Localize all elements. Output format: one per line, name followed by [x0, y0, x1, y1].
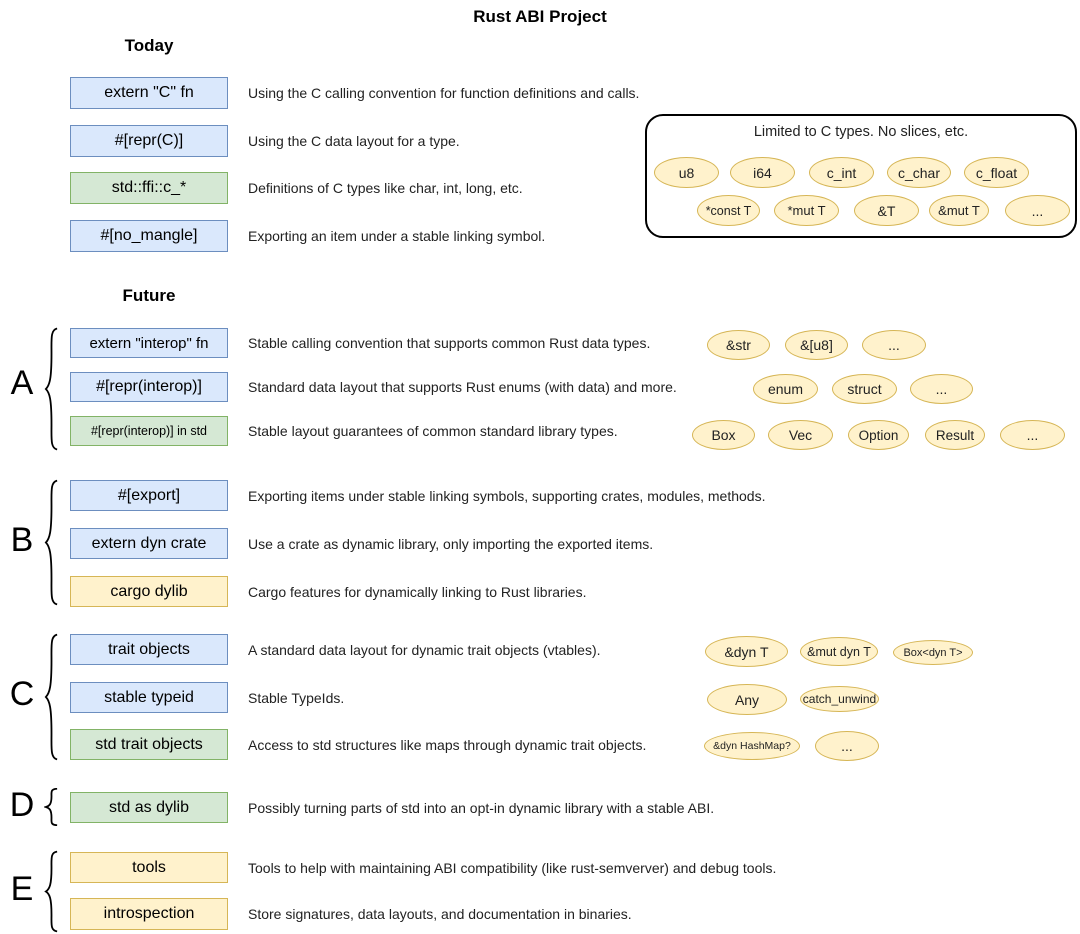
- future-box-stable-typeid: stable typeid: [70, 682, 228, 713]
- future-heading: Future: [122, 286, 176, 305]
- today-desc-no-mangle: Exporting an item under a stable linking…: [248, 228, 546, 244]
- type-ellipse-c-int: c_int: [809, 157, 874, 188]
- type-ellipse-ref: &T: [854, 195, 919, 226]
- group-c-label: C: [9, 675, 35, 713]
- future-desc-introspection: Store signatures, data layouts, and docu…: [248, 906, 632, 922]
- today-box-no-mangle: #[no_mangle]: [70, 220, 228, 252]
- group-e-label: E: [10, 870, 34, 908]
- group-b-label: B: [10, 521, 34, 559]
- future-desc-export: Exporting items under stable linking sym…: [248, 487, 766, 504]
- group-e-brace-icon: [44, 850, 59, 933]
- type-ellipse-str-ref: &str: [707, 330, 770, 360]
- future-desc-extern-interop-fn: Stable calling convention that supports …: [248, 335, 651, 351]
- type-ellipse-u8: u8: [654, 157, 719, 188]
- type-ellipse-struct: struct: [832, 374, 897, 404]
- future-box-extern-interop-fn: extern "interop" fn: [70, 328, 228, 358]
- type-ellipse-box-dyn: Box<dyn T>: [893, 640, 973, 665]
- type-ellipse-mut-dyn-ref: &mut dyn T: [800, 637, 878, 666]
- type-ellipse-more: ...: [862, 330, 926, 360]
- future-desc-std-as-dylib: Possibly turning parts of std into an op…: [248, 799, 715, 816]
- today-box-extern-c-fn: extern "C" fn: [70, 77, 228, 109]
- future-box-export: #[export]: [70, 480, 228, 511]
- c-types-callout-title: Limited to C types. No slices, etc.: [753, 124, 969, 140]
- future-box-std-as-dylib: std as dylib: [70, 792, 228, 823]
- today-desc-repr-c: Using the C data layout for a type.: [248, 133, 460, 149]
- future-box-cargo-dylib: cargo dylib: [70, 576, 228, 607]
- c-types-callout: Limited to C types. No slices, etc. u8 i…: [645, 114, 1077, 238]
- future-desc-repr-interop: Standard data layout that supports Rust …: [248, 379, 677, 395]
- type-ellipse-more: ...: [1005, 195, 1070, 226]
- type-ellipse-enum: enum: [753, 374, 818, 404]
- group-c-brace-icon: [44, 632, 59, 762]
- today-box-std-ffi: std::ffi::c_*: [70, 172, 228, 204]
- type-ellipse-i64: i64: [730, 157, 795, 188]
- group-a-brace-icon: [44, 326, 59, 452]
- future-desc-cargo-dylib: Cargo features for dynamically linking t…: [248, 583, 587, 600]
- type-ellipse-mut-ref: &mut T: [929, 195, 989, 226]
- type-ellipse-const-ptr: *const T: [697, 195, 760, 226]
- group-d-label: D: [9, 786, 35, 824]
- future-box-repr-interop-std: #[repr(interop)] in std: [70, 416, 228, 446]
- future-box-introspection: introspection: [70, 898, 228, 930]
- future-box-tools: tools: [70, 852, 228, 883]
- future-desc-stable-typeid: Stable TypeIds.: [248, 689, 345, 706]
- future-box-trait-objects: trait objects: [70, 634, 228, 665]
- future-desc-repr-interop-std: Stable layout guarantees of common stand…: [248, 423, 618, 439]
- type-ellipse-box: Box: [692, 420, 755, 450]
- type-ellipse-more: ...: [910, 374, 973, 404]
- group-a-label: A: [10, 364, 34, 402]
- type-ellipse-dyn-ref: &dyn T: [705, 636, 788, 667]
- today-heading: Today: [124, 36, 174, 55]
- today-desc-std-ffi: Definitions of C types like char, int, l…: [248, 180, 523, 196]
- type-ellipse-more: ...: [815, 731, 879, 761]
- future-box-repr-interop: #[repr(interop)]: [70, 372, 228, 402]
- future-desc-extern-dyn-crate: Use a crate as dynamic library, only imp…: [248, 535, 654, 552]
- today-box-repr-c: #[repr(C)]: [70, 125, 228, 157]
- type-ellipse-u8-slice: &[u8]: [785, 330, 848, 360]
- type-ellipse-mut-ptr: *mut T: [774, 195, 839, 226]
- type-ellipse-c-float: c_float: [964, 157, 1029, 188]
- type-ellipse-catch-unwind: catch_unwind: [800, 686, 879, 712]
- type-ellipse-any: Any: [707, 684, 787, 715]
- future-box-extern-dyn-crate: extern dyn crate: [70, 528, 228, 559]
- type-ellipse-option: Option: [848, 420, 909, 450]
- type-ellipse-vec: Vec: [768, 420, 833, 450]
- future-desc-trait-objects: A standard data layout for dynamic trait…: [248, 641, 601, 658]
- type-ellipse-dyn-hashmap: &dyn HashMap?: [704, 732, 800, 760]
- page-title: Rust ABI Project: [473, 7, 607, 26]
- type-ellipse-more: ...: [1000, 420, 1065, 450]
- group-d-brace-icon: [44, 788, 59, 826]
- future-desc-std-trait-objects: Access to std structures like maps throu…: [248, 736, 647, 753]
- future-box-std-trait-objects: std trait objects: [70, 729, 228, 760]
- today-desc-extern-c-fn: Using the C calling convention for funct…: [248, 85, 640, 101]
- type-ellipse-c-char: c_char: [887, 157, 951, 188]
- group-b-brace-icon: [44, 478, 59, 607]
- type-ellipse-result: Result: [925, 420, 985, 450]
- future-desc-tools: Tools to help with maintaining ABI compa…: [248, 859, 777, 876]
